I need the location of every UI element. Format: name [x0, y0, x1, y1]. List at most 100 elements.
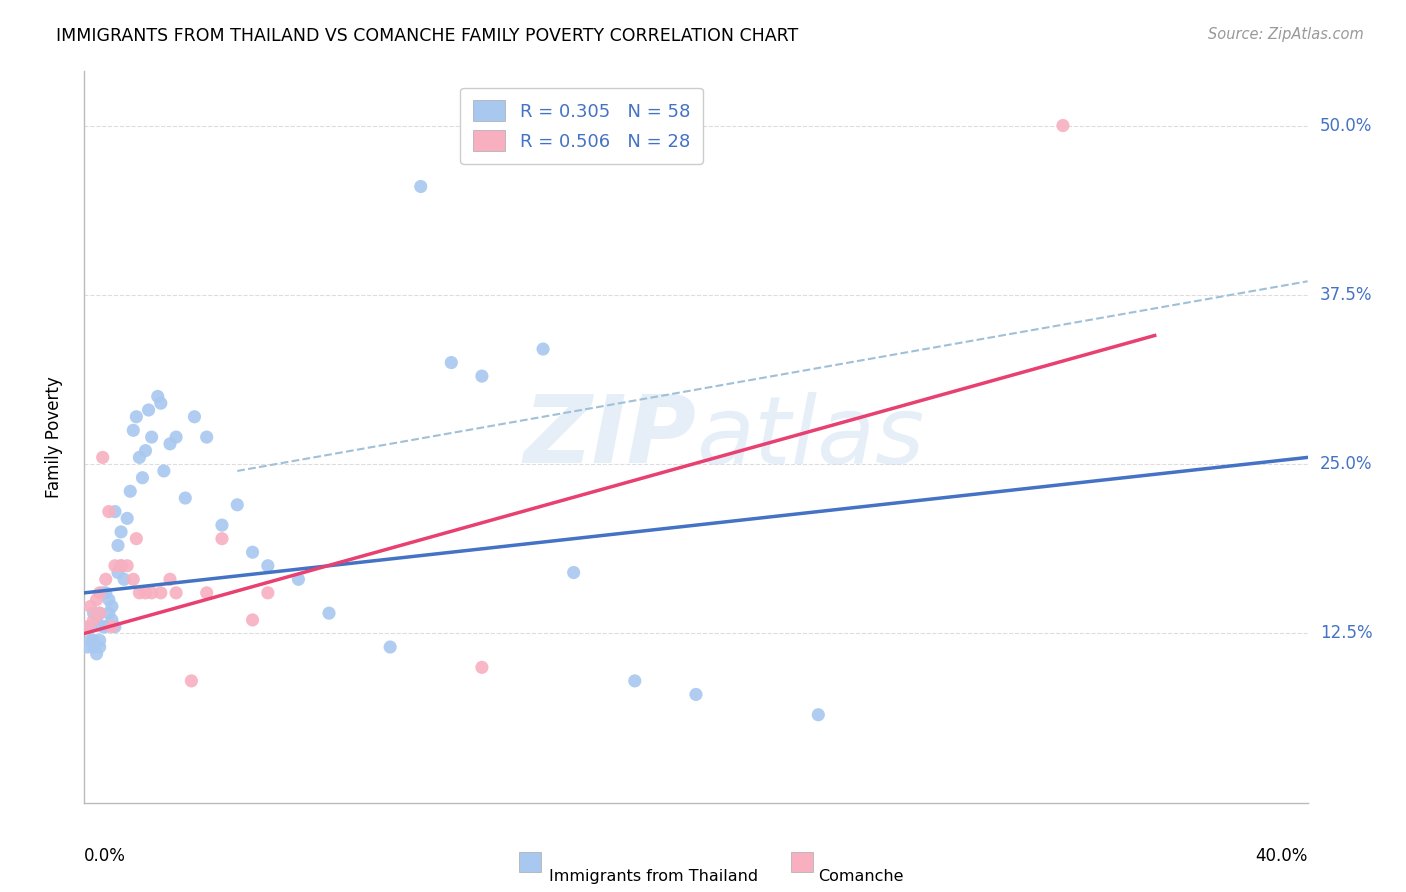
Point [76, 620, 98, 634]
Point [97, 606, 120, 620]
Point [83, 613, 105, 627]
Point [165, 430, 187, 444]
Point [195, 586, 218, 600]
Point [531, 342, 554, 356]
Point [159, 437, 181, 451]
Point [159, 572, 181, 586]
Point [174, 491, 197, 505]
Point [107, 566, 129, 580]
Point [101, 620, 124, 634]
Point [112, 572, 135, 586]
Point [101, 599, 124, 614]
Point [125, 532, 148, 546]
Point [89, 640, 111, 654]
Point [94, 620, 117, 634]
Point [115, 558, 138, 573]
Point [135, 443, 157, 458]
Point [104, 558, 127, 573]
Point [180, 673, 202, 688]
Point [110, 558, 132, 573]
Text: 12.5%: 12.5% [1320, 624, 1372, 642]
Point [91, 586, 114, 600]
Text: 25.0%: 25.0% [1320, 455, 1372, 473]
Point [287, 572, 309, 586]
Point [183, 409, 205, 424]
Point [242, 545, 264, 559]
Point [86, 647, 108, 661]
Point [110, 558, 132, 573]
Text: ZIP: ZIP [523, 391, 696, 483]
Point [83, 606, 105, 620]
Point [685, 688, 707, 702]
Point [257, 558, 280, 573]
Point [226, 498, 249, 512]
Text: 0.0%: 0.0% [84, 847, 127, 864]
Point [115, 511, 138, 525]
Point [86, 592, 108, 607]
Point [242, 613, 264, 627]
Point [146, 389, 169, 403]
Point [89, 606, 111, 620]
Point [79, 633, 101, 648]
Point [89, 586, 111, 600]
Text: IMMIGRANTS FROM THAILAND VS COMANCHE FAMILY POVERTY CORRELATION CHART: IMMIGRANTS FROM THAILAND VS COMANCHE FAM… [56, 27, 799, 45]
Point [122, 423, 145, 437]
Point [122, 572, 145, 586]
Point [110, 524, 132, 539]
Point [76, 640, 98, 654]
Text: Comanche: Comanche [818, 869, 904, 884]
Point [83, 640, 105, 654]
Point [471, 369, 494, 384]
Point [807, 707, 830, 722]
Point [120, 484, 142, 499]
Point [562, 566, 585, 580]
Point [318, 606, 340, 620]
FancyBboxPatch shape [519, 852, 541, 872]
Point [149, 586, 172, 600]
Point [107, 538, 129, 552]
Point [471, 660, 494, 674]
Point [101, 613, 124, 627]
Point [91, 450, 114, 465]
Point [94, 586, 117, 600]
Point [131, 471, 153, 485]
Point [380, 640, 402, 654]
Point [104, 505, 127, 519]
Point [83, 633, 105, 648]
Point [125, 409, 148, 424]
Text: 40.0%: 40.0% [1256, 847, 1308, 864]
Point [97, 505, 120, 519]
Text: Source: ZipAtlas.com: Source: ZipAtlas.com [1208, 27, 1364, 42]
Point [1052, 119, 1074, 133]
Point [79, 620, 101, 634]
Text: 50.0%: 50.0% [1320, 117, 1372, 135]
Text: 37.5%: 37.5% [1320, 285, 1372, 304]
Point [91, 620, 114, 634]
Point [89, 633, 111, 648]
Point [409, 179, 432, 194]
Point [257, 586, 280, 600]
Point [153, 464, 176, 478]
Point [128, 586, 150, 600]
Point [135, 586, 157, 600]
Legend: R = 0.305   N = 58, R = 0.506   N = 28: R = 0.305 N = 58, R = 0.506 N = 28 [460, 87, 703, 164]
Point [128, 450, 150, 465]
Text: atlas: atlas [696, 392, 924, 483]
Point [141, 586, 163, 600]
Point [195, 430, 218, 444]
Point [104, 620, 127, 634]
Point [165, 586, 187, 600]
Point [138, 403, 160, 417]
FancyBboxPatch shape [792, 852, 814, 872]
Point [97, 592, 120, 607]
Point [94, 572, 117, 586]
Point [79, 599, 101, 614]
Point [211, 518, 233, 533]
Point [211, 532, 233, 546]
Point [440, 355, 463, 369]
Text: Immigrants from Thailand: Immigrants from Thailand [550, 869, 758, 884]
Text: Family Poverty: Family Poverty [45, 376, 63, 498]
Point [141, 430, 163, 444]
Point [149, 396, 172, 410]
Point [86, 613, 108, 627]
